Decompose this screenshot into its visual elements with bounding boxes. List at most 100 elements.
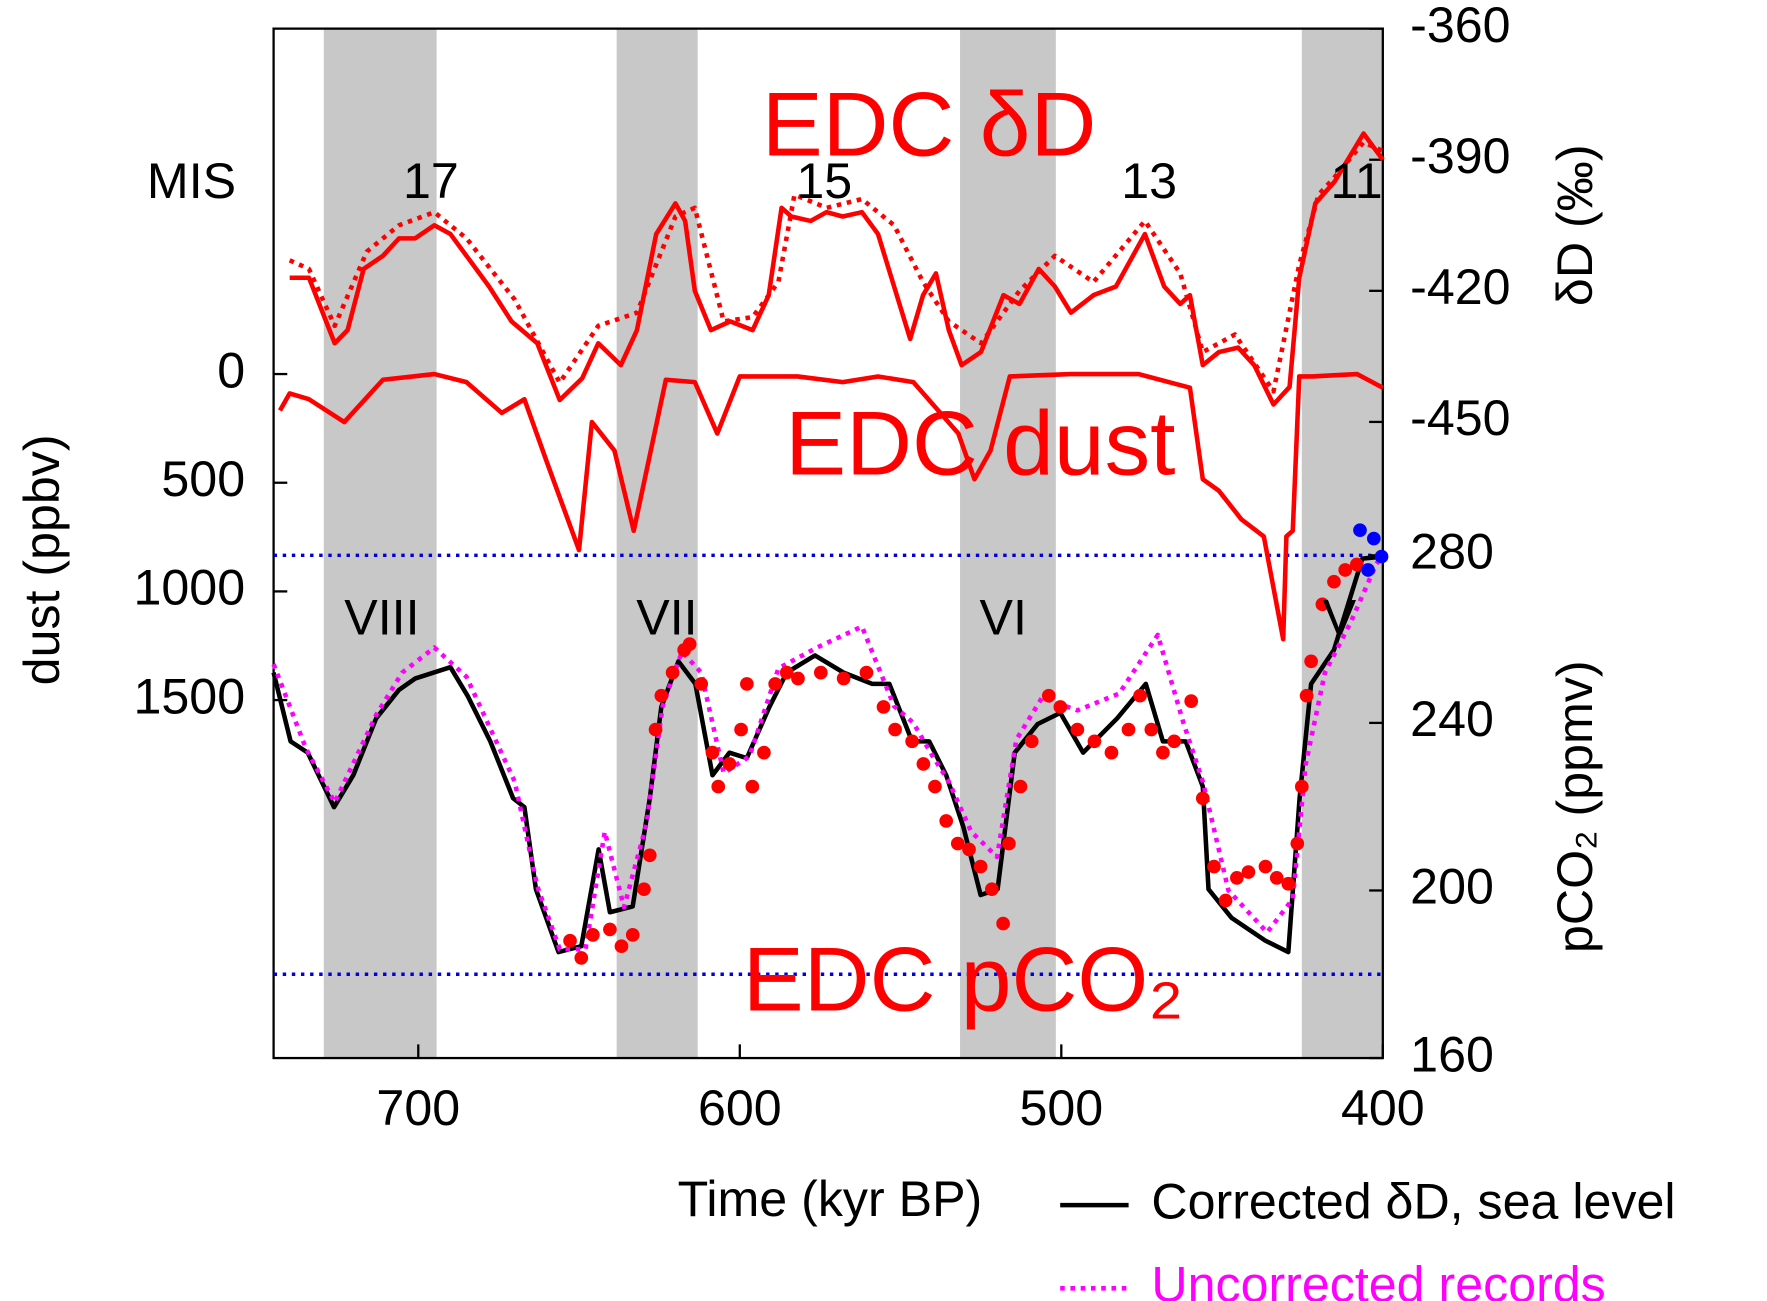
data-point — [1290, 836, 1305, 851]
x-tick-label: 400 — [1341, 1080, 1425, 1136]
data-point — [654, 688, 669, 703]
data-point — [1002, 836, 1016, 851]
mis-label: MIS — [147, 153, 236, 209]
panel-title: EDC dust — [785, 393, 1175, 495]
data-point — [586, 928, 600, 942]
data-point — [1241, 865, 1256, 879]
data-point — [1366, 531, 1381, 546]
data-point — [813, 665, 828, 680]
data-point — [1269, 871, 1284, 885]
data-point — [1327, 574, 1341, 589]
data-point — [1121, 722, 1136, 737]
data-point — [859, 665, 874, 680]
data-point — [888, 722, 902, 737]
termination-label: V — [1323, 590, 1357, 646]
data-point — [682, 637, 697, 651]
data-point — [1133, 688, 1147, 703]
data-point — [1144, 722, 1159, 737]
data-point — [1218, 893, 1233, 908]
data-point — [705, 745, 720, 760]
shaded-span — [960, 28, 1056, 1059]
y-tick-label: 240 — [1410, 691, 1494, 747]
data-point — [1070, 722, 1085, 737]
shaded-span — [323, 28, 437, 1059]
x-axis-label: Time (kyr BP) — [678, 1171, 983, 1227]
data-point — [916, 757, 931, 771]
termination-label: VII — [636, 590, 697, 646]
data-point — [648, 722, 663, 737]
data-point — [642, 848, 657, 863]
data-point — [734, 722, 748, 737]
shaded-span — [616, 28, 698, 1059]
data-point — [985, 882, 999, 897]
mis-stage: 15 — [796, 153, 852, 209]
y-tick-label: 1500 — [134, 668, 246, 724]
data-point — [603, 922, 617, 937]
y-tick-label: -390 — [1410, 128, 1510, 184]
data-point — [665, 665, 680, 680]
x-tick-label: 700 — [376, 1080, 460, 1136]
data-point — [1361, 563, 1375, 577]
data-point — [740, 677, 754, 691]
mis-stage: 17 — [403, 153, 459, 209]
data-point — [757, 745, 771, 760]
data-point — [745, 779, 760, 794]
data-point — [1353, 523, 1367, 538]
y-axis-label: pCO₂ (ppmv) — [1547, 660, 1603, 953]
y-tick-label: -360 — [1410, 0, 1510, 53]
legend-label: Uncorrected records — [1151, 1257, 1605, 1301]
data-point — [1053, 700, 1068, 714]
data-point — [1281, 876, 1296, 891]
data-point — [836, 671, 851, 686]
data-point — [1184, 694, 1199, 708]
x-tick-label: 500 — [1019, 1080, 1103, 1136]
data-point — [950, 836, 965, 851]
data-point — [779, 665, 794, 680]
x-tick-label: 600 — [698, 1080, 782, 1136]
plot-frame — [272, 27, 1384, 1060]
data-point — [1195, 791, 1210, 806]
data-point — [928, 779, 942, 794]
data-point — [768, 677, 783, 691]
data-point — [996, 916, 1010, 931]
data-point — [1104, 745, 1119, 760]
data-point — [962, 842, 976, 857]
data-point — [1013, 779, 1028, 794]
mis-stage: 11 — [1331, 153, 1383, 209]
y-tick-label: 160 — [1410, 1026, 1494, 1082]
data-point — [614, 939, 629, 954]
data-point — [973, 859, 988, 874]
data-point — [905, 734, 919, 749]
data-point — [1024, 734, 1039, 749]
termination-label: VI — [980, 590, 1027, 646]
panel-title: EDC δD — [762, 73, 1096, 175]
panel-title: EDC pCO₂ — [743, 928, 1184, 1030]
data-point — [625, 928, 640, 942]
data-point — [1315, 597, 1330, 612]
data-point — [939, 814, 954, 828]
data-point — [1041, 688, 1056, 703]
data-point — [1338, 563, 1353, 577]
data-point — [1299, 688, 1314, 703]
y-tick-label: 280 — [1410, 524, 1494, 580]
data-point — [711, 779, 726, 794]
termination-label: VIII — [344, 590, 419, 646]
data-point — [1258, 859, 1273, 874]
data-point — [1304, 654, 1318, 669]
data-point — [1167, 734, 1181, 749]
y-tick-label: 500 — [161, 451, 245, 507]
data-line — [278, 371, 1384, 642]
y-tick-label: 0 — [217, 342, 245, 398]
data-line — [289, 131, 1385, 407]
legend-label: Corrected δD, sea level — [1151, 1173, 1675, 1229]
data-point — [1374, 549, 1389, 564]
data-point — [791, 671, 805, 686]
y-tick-label: 1000 — [134, 560, 246, 616]
y-tick-label: -450 — [1410, 390, 1510, 446]
y-tick-label: -420 — [1410, 259, 1510, 315]
data-point — [574, 951, 589, 965]
data-point — [876, 700, 891, 714]
data-point — [1230, 871, 1244, 885]
